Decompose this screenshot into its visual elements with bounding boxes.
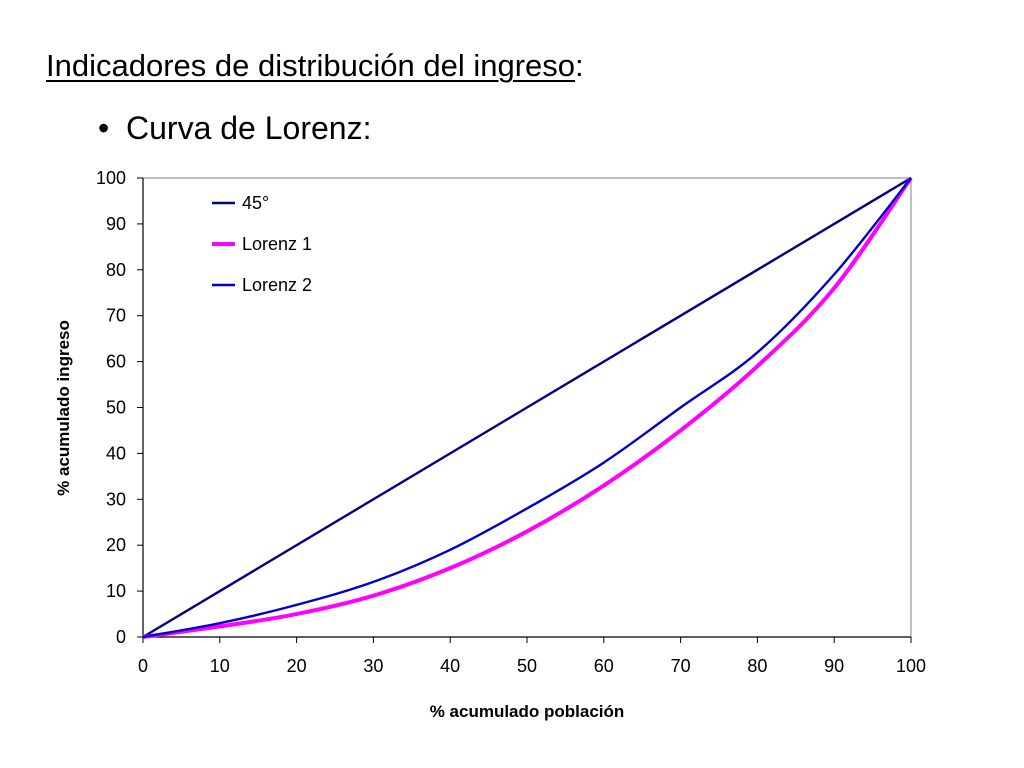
bullet-text: Curva de Lorenz: <box>126 110 372 146</box>
series-line-3 <box>142 177 912 639</box>
x-tick-label: 30 <box>363 656 383 676</box>
legend-label: 45° <box>242 193 269 213</box>
y-tick-label: 30 <box>106 489 126 509</box>
series-line-1 <box>142 176 912 639</box>
x-tick-label: 60 <box>594 656 614 676</box>
y-tick-label: 80 <box>106 260 126 280</box>
x-axis-title: % acumulado población <box>430 702 625 721</box>
legend-label: Lorenz 1 <box>242 234 312 254</box>
slide-title: Indicadores de distribución del ingreso: <box>46 48 584 84</box>
legend-label: Lorenz 2 <box>242 275 312 295</box>
y-axis-title: % acumulado ingreso <box>54 320 73 496</box>
y-tick-label: 40 <box>106 443 126 463</box>
x-tick-label: 40 <box>440 656 460 676</box>
lorenz-chart: 0 10 20 30 40 50 60 70 80 90 100 0 10 20 30 40 50 60 70 80… <box>54 168 926 721</box>
bullet-item: • Curva de Lorenz: <box>98 110 371 147</box>
x-tick-label: 80 <box>747 656 767 676</box>
y-tick-label: 100 <box>96 168 126 188</box>
y-tick-label: 70 <box>106 306 126 326</box>
x-tick-label: 0 <box>138 656 148 676</box>
y-tick-label: 20 <box>106 535 126 555</box>
series-lines <box>142 176 913 639</box>
legend: 45° Lorenz 1 Lorenz 2 <box>212 193 312 295</box>
y-tick-label: 60 <box>106 352 126 372</box>
x-tick-label: 70 <box>671 656 691 676</box>
x-axis-ticks: 0 10 20 30 40 50 60 70 80 90 100 <box>138 637 926 676</box>
x-tick-label: 10 <box>210 656 230 676</box>
y-axis-ticks: 0 10 20 30 40 50 60 70 80 90 100 <box>96 168 143 647</box>
y-tick-label: 50 <box>106 398 126 418</box>
x-tick-label: 50 <box>517 656 537 676</box>
series-line-2 <box>142 176 913 639</box>
slide-title-suffix: : <box>575 48 584 83</box>
y-tick-label: 10 <box>106 581 126 601</box>
y-tick-label: 90 <box>106 214 126 234</box>
y-tick-label: 0 <box>116 627 126 647</box>
bullet-marker: • <box>98 110 110 146</box>
x-tick-label: 20 <box>287 656 307 676</box>
slide-title-text: Indicadores de distribución del ingreso <box>46 48 576 83</box>
x-tick-label: 90 <box>824 656 844 676</box>
x-tick-label: 100 <box>896 656 926 676</box>
